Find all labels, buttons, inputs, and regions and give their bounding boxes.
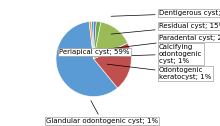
Text: Dentigerous cyst; 21%: Dentigerous cyst; 21% (111, 10, 220, 16)
Wedge shape (94, 21, 96, 59)
Text: Periapical cyst; 59%: Periapical cyst; 59% (59, 49, 130, 55)
Wedge shape (94, 22, 128, 59)
Wedge shape (91, 21, 94, 59)
Wedge shape (94, 43, 131, 88)
Text: Glandular odontogenic cyst; 1%: Glandular odontogenic cyst; 1% (46, 101, 158, 124)
Wedge shape (56, 22, 117, 97)
Text: Paradental cyst; 2%: Paradental cyst; 2% (110, 35, 220, 49)
Wedge shape (94, 21, 101, 59)
Text: Calcifying
odontogenic
cyst; 1%: Calcifying odontogenic cyst; 1% (108, 44, 202, 64)
Text: Residual cyst; 15%: Residual cyst; 15% (111, 23, 220, 34)
Text: Odontogenic
keratocyst; 1%: Odontogenic keratocyst; 1% (107, 64, 211, 80)
Wedge shape (89, 21, 94, 59)
